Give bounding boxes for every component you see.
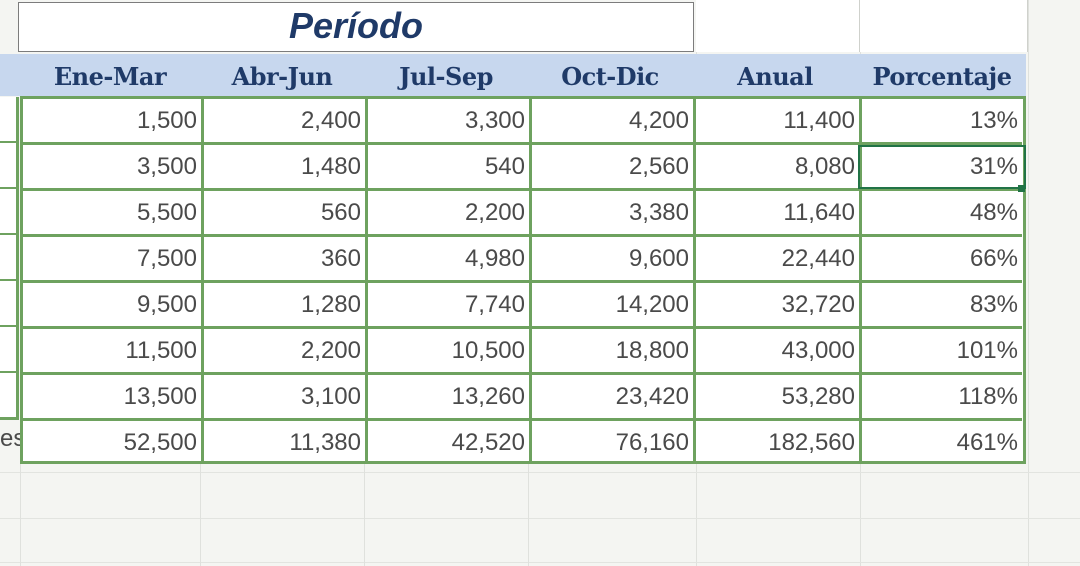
cell-porcentaje[interactable]: 101%	[862, 329, 1022, 375]
header-abr-jun[interactable]: Abr-Jun	[231, 62, 333, 91]
grid-line	[200, 464, 201, 566]
cell-abr-jun-total[interactable]: 11,380	[204, 421, 368, 464]
cell-porcentaje[interactable]: 48%	[862, 191, 1022, 237]
cell-oct-dic[interactable]: 23,420	[532, 375, 696, 421]
cell-ene-mar[interactable]: 7,500	[23, 237, 204, 283]
cell-anual[interactable]: 32,720	[696, 283, 862, 329]
cell-abr-jun[interactable]: 2,200	[204, 329, 368, 375]
row-label-cell[interactable]	[0, 97, 19, 144]
selected-cell-border[interactable]	[858, 145, 1026, 189]
table-title: Período	[288, 5, 423, 46]
grid-line	[0, 562, 1080, 563]
cell-ene-mar[interactable]: 13,500	[23, 375, 204, 421]
table-row: 7,500 360 4,980 9,600 22,440 66%	[23, 237, 1023, 283]
cell-porcentaje[interactable]: 13%	[862, 99, 1022, 145]
row-label-cell[interactable]	[0, 143, 19, 190]
cell-ene-mar[interactable]: 1,500	[23, 99, 204, 145]
cell-abr-jun[interactable]: 2,400	[204, 99, 368, 145]
cell-oct-dic[interactable]: 2,560	[532, 145, 696, 191]
cell-oct-dic[interactable]: 14,200	[532, 283, 696, 329]
grid-line	[20, 464, 21, 566]
cell-porcentaje-total[interactable]: 461%	[956, 429, 1018, 456]
table-row: 3,500 1,480 540 2,560 8,080 31%	[23, 145, 1023, 191]
row-label-cell[interactable]	[0, 189, 19, 236]
cell-porcentaje[interactable]: 118%	[862, 375, 1022, 421]
row-label-cell[interactable]	[0, 327, 19, 374]
empty-cell[interactable]	[860, 0, 1028, 52]
cell-anual[interactable]: 22,440	[696, 237, 862, 283]
cell-jul-sep[interactable]: 4,980	[368, 237, 532, 283]
empty-cell[interactable]	[696, 0, 860, 52]
cell-anual[interactable]: 8,080	[696, 145, 862, 191]
cell-jul-sep[interactable]: 3,300	[368, 99, 532, 145]
cell-jul-sep[interactable]: 2,200	[368, 191, 532, 237]
cell-jul-sep[interactable]: 540	[368, 145, 532, 191]
cell-oct-dic[interactable]: 3,380	[532, 191, 696, 237]
cell-abr-jun[interactable]: 360	[204, 237, 368, 283]
cell-ene-mar-total[interactable]: 52,500	[23, 421, 204, 464]
cell-anual[interactable]: 11,400	[696, 99, 862, 145]
title-cell[interactable]: Período	[18, 2, 694, 52]
header-anual[interactable]: Anual	[737, 62, 813, 91]
grid-line	[0, 518, 1080, 519]
cell-porcentaje[interactable]: 83%	[862, 283, 1022, 329]
cell-porcentaje[interactable]: 31%	[862, 145, 1022, 191]
cell-abr-jun[interactable]: 1,480	[204, 145, 368, 191]
cell-ene-mar[interactable]: 9,500	[23, 283, 204, 329]
cell-anual-total[interactable]: 182,560	[696, 421, 862, 464]
table-row: 13,500 3,100 13,260 23,420 53,280 118%	[23, 375, 1023, 421]
table-row: 11,500 2,200 10,500 18,800 43,000 101%	[23, 329, 1023, 375]
cell-jul-sep[interactable]: 10,500	[368, 329, 532, 375]
cell-oct-dic[interactable]: 9,600	[532, 237, 696, 283]
cell-ene-mar[interactable]: 3,500	[23, 145, 204, 191]
row-label-cell[interactable]	[0, 373, 19, 420]
table-row: 5,500 560 2,200 3,380 11,640 48%	[23, 191, 1023, 237]
row-label-cell[interactable]	[0, 281, 19, 328]
grid-line	[528, 464, 529, 566]
table-row: 1,500 2,400 3,300 4,200 11,400 13%	[23, 99, 1023, 145]
grid-line	[0, 472, 1080, 473]
cell-anual[interactable]: 43,000	[696, 329, 862, 375]
header-ene-mar[interactable]: Ene-Mar	[53, 62, 167, 91]
grid-line	[1028, 0, 1029, 566]
cell-anual[interactable]: 11,640	[696, 191, 862, 237]
cell-abr-jun[interactable]: 3,100	[204, 375, 368, 421]
cell-jul-sep-total[interactable]: 42,520	[368, 421, 532, 464]
header-jul-sep[interactable]: Jul-Sep	[399, 62, 493, 91]
grid-line	[364, 464, 365, 566]
cell-oct-dic[interactable]: 4,200	[532, 99, 696, 145]
cell-ene-mar[interactable]: 11,500	[23, 329, 204, 375]
row-label-cell[interactable]	[0, 235, 19, 282]
cell-ene-mar[interactable]: 5,500	[23, 191, 204, 237]
totals-row: 52,500 11,380 42,520 76,160 182,560 461%	[23, 421, 1023, 467]
fill-handle[interactable]	[1018, 185, 1025, 192]
table-row: 9,500 1,280 7,740 14,200 32,720 83%	[23, 283, 1023, 329]
cell-jul-sep[interactable]: 7,740	[368, 283, 532, 329]
cell-porcentaje[interactable]: 66%	[862, 237, 1022, 283]
cell-abr-jun[interactable]: 1,280	[204, 283, 368, 329]
cell-oct-dic-total[interactable]: 76,160	[532, 421, 696, 464]
cell-abr-jun[interactable]: 560	[204, 191, 368, 237]
header-row	[0, 54, 1026, 96]
cell-oct-dic[interactable]: 18,800	[532, 329, 696, 375]
header-oct-dic[interactable]: Oct-Dic	[561, 62, 659, 91]
header-porcentaje[interactable]: Porcentaje	[872, 62, 1012, 91]
cell-anual[interactable]: 53,280	[696, 375, 862, 421]
cell-jul-sep[interactable]: 13,260	[368, 375, 532, 421]
